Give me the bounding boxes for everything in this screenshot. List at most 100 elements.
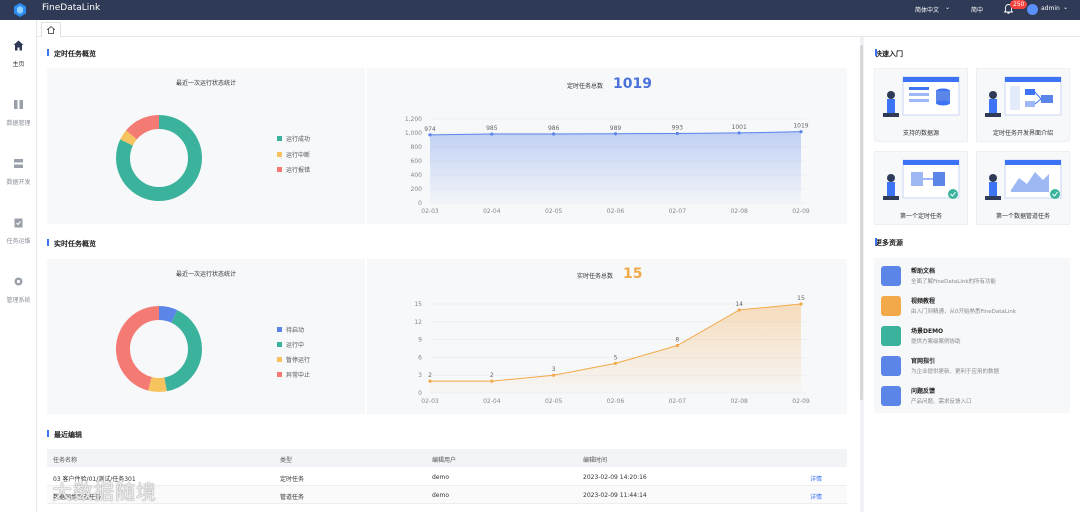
sidebar-item-home[interactable]: 主页 — [0, 40, 37, 68]
legend-item: 运行成功 — [277, 134, 310, 143]
quick-card-first-pipeline[interactable]: 第一个数据管道任务 — [976, 151, 1070, 225]
x-tick-label: 02-06 — [607, 398, 625, 405]
data-point[interactable] — [490, 132, 494, 136]
data-point[interactable] — [675, 131, 679, 136]
data-point[interactable] — [552, 132, 556, 136]
resource-video-tutorials[interactable]: 视频教程 由入门到精通，从0开始熟悉FineDataLink — [881, 294, 1066, 321]
user-name[interactable]: admin — [1041, 5, 1060, 12]
dev-interface-illustration-icon — [985, 76, 1062, 117]
data-label: 2 — [490, 372, 494, 379]
scrollbar[interactable] — [860, 45, 863, 400]
sidebar-item-data-management[interactable]: 数据管理 — [0, 99, 37, 127]
simplified-toggle[interactable]: 简中 — [971, 7, 984, 14]
series-area — [430, 304, 801, 393]
book-icon — [881, 266, 901, 286]
legend-label: 异常中止 — [286, 372, 311, 379]
resource-feedback[interactable]: 问题反馈 产品问题、需求反馈入口 — [881, 384, 1066, 411]
total-value: 15 — [623, 266, 643, 282]
resource-scenario-demo[interactable]: 场景DEMO 提供方案级案例协助 — [881, 324, 1066, 351]
scheduled-donut-chart — [116, 115, 202, 201]
data-point[interactable] — [490, 379, 494, 383]
column-header: 编辑用户 — [432, 457, 457, 464]
y-tick-label: 1,000 — [405, 130, 422, 137]
resource-desc: 提供方案级案例协助 — [911, 339, 961, 345]
database-icon — [14, 100, 23, 109]
x-tick-label: 02-08 — [730, 398, 748, 405]
sidebar: 主页 数据管理 数据开发 任务运维 管理系统 — [0, 20, 37, 512]
sidebar-item-label: 任务运维 — [6, 238, 31, 245]
legend-item: 运行中 — [277, 340, 304, 349]
x-tick-label: 02-05 — [545, 398, 563, 405]
resource-desc: 产品问题、需求反馈入口 — [911, 399, 972, 405]
edit-user: demo — [432, 492, 450, 499]
legend-swatch — [277, 136, 282, 141]
series-area — [430, 131, 801, 203]
donut-title: 最近一次运行状态统计 — [175, 271, 236, 278]
data-point[interactable] — [737, 131, 741, 135]
language-selector[interactable]: 简体中文 — [915, 7, 940, 14]
realtime-donut-panel: 最近一次运行状态统计 待启动 运行中 暂停运行 异常中止 — [47, 259, 365, 414]
avatar[interactable] — [1027, 4, 1038, 15]
table-row[interactable]: 数据同步管道任务 管道任务 demo 2023-02-09 11:44:14 详… — [47, 486, 847, 504]
legend-swatch — [277, 372, 282, 377]
legend-item: 暂停运行 — [277, 355, 310, 364]
data-point[interactable] — [552, 373, 556, 377]
sidebar-item-data-development[interactable]: 数据开发 — [0, 158, 37, 186]
tab-home[interactable] — [41, 22, 61, 37]
chevron-down-icon[interactable]: ⌄ — [945, 4, 951, 11]
notification-badge: 250 — [1010, 0, 1028, 9]
more-resources-title: 更多资源 — [875, 238, 903, 247]
sidebar-item-admin[interactable]: 管理系统 — [0, 276, 37, 304]
data-point[interactable] — [675, 343, 679, 348]
legend-item: 待启动 — [277, 325, 304, 334]
details-link[interactable]: 详情 — [810, 494, 823, 501]
data-point[interactable] — [799, 302, 803, 306]
data-label: 5 — [614, 354, 618, 361]
grid-icon — [881, 326, 901, 346]
data-label: 989 — [610, 125, 622, 132]
quick-card-dev-ui[interactable]: 定时任务开发界面介绍 — [976, 68, 1070, 142]
total-label: 实时任务总数 — [577, 273, 614, 280]
realtime-area-chart: 0 3 6 9 12 15 2 02-03 2 02-04 3 02-05 5 02-06 8 02-07 14… — [414, 295, 810, 405]
realtime-line-panel: 实时任务总数 15 0 3 6 9 12 15 2 02-03 2 02-04 3 02-05 5 02-… — [367, 259, 847, 414]
legend-label: 暂停运行 — [286, 357, 311, 364]
data-point[interactable] — [428, 133, 432, 137]
x-tick-label: 02-06 — [607, 208, 625, 215]
video-icon — [881, 296, 901, 316]
x-tick-label: 02-07 — [669, 398, 687, 405]
quick-card-first-scheduled[interactable]: 第一个定时任务 — [874, 151, 968, 225]
data-point[interactable] — [613, 132, 618, 136]
resource-website-guide[interactable]: 官网指引 为企业提供更新、更利于应用的数据 — [881, 354, 1066, 381]
resource-title: 场景DEMO — [911, 328, 944, 335]
resource-title: 视频教程 — [911, 298, 936, 305]
chevron-down-icon[interactable]: ⌄ — [1063, 4, 1069, 11]
tab-bar — [37, 20, 1080, 37]
legend-swatch — [277, 167, 282, 172]
data-point[interactable] — [799, 130, 803, 134]
data-point[interactable] — [737, 308, 741, 312]
data-label: 985 — [486, 125, 498, 132]
resource-title: 问题反馈 — [911, 388, 936, 395]
y-tick-label: 0 — [418, 200, 422, 207]
sidebar-item-task-ops[interactable]: 任务运维 — [0, 217, 37, 245]
x-tick-label: 02-07 — [669, 208, 687, 215]
resource-title: 帮助文档 — [911, 268, 936, 275]
task-name: 03 客户件验/01/测试/任务301 — [53, 476, 136, 483]
quick-card-data-sources[interactable]: 支持的数据源 — [874, 68, 968, 142]
data-point[interactable] — [613, 361, 618, 365]
data-label: 15 — [797, 295, 805, 302]
x-tick-label: 02-03 — [421, 398, 439, 405]
home-icon — [13, 40, 24, 51]
data-sources-illustration-icon — [883, 76, 960, 117]
quick-start-title: 快速入门 — [875, 49, 903, 58]
quick-card-label: 支持的数据源 — [902, 130, 939, 137]
x-tick-label: 02-09 — [792, 398, 810, 405]
table-row[interactable]: 03 客户件验/01/测试/任务301 定时任务 demo 2023-02-09… — [47, 468, 847, 486]
details-link[interactable]: 详情 — [810, 476, 823, 483]
resource-help-docs[interactable]: 帮助文档 全面了解FineDataLink的所有功能 — [881, 264, 1066, 291]
data-point[interactable] — [428, 379, 432, 383]
data-label: 14 — [735, 301, 743, 308]
app-title: FineDataLink — [42, 3, 101, 13]
sidebar-item-label: 管理系统 — [6, 297, 31, 304]
total-value: 1019 — [613, 76, 652, 92]
